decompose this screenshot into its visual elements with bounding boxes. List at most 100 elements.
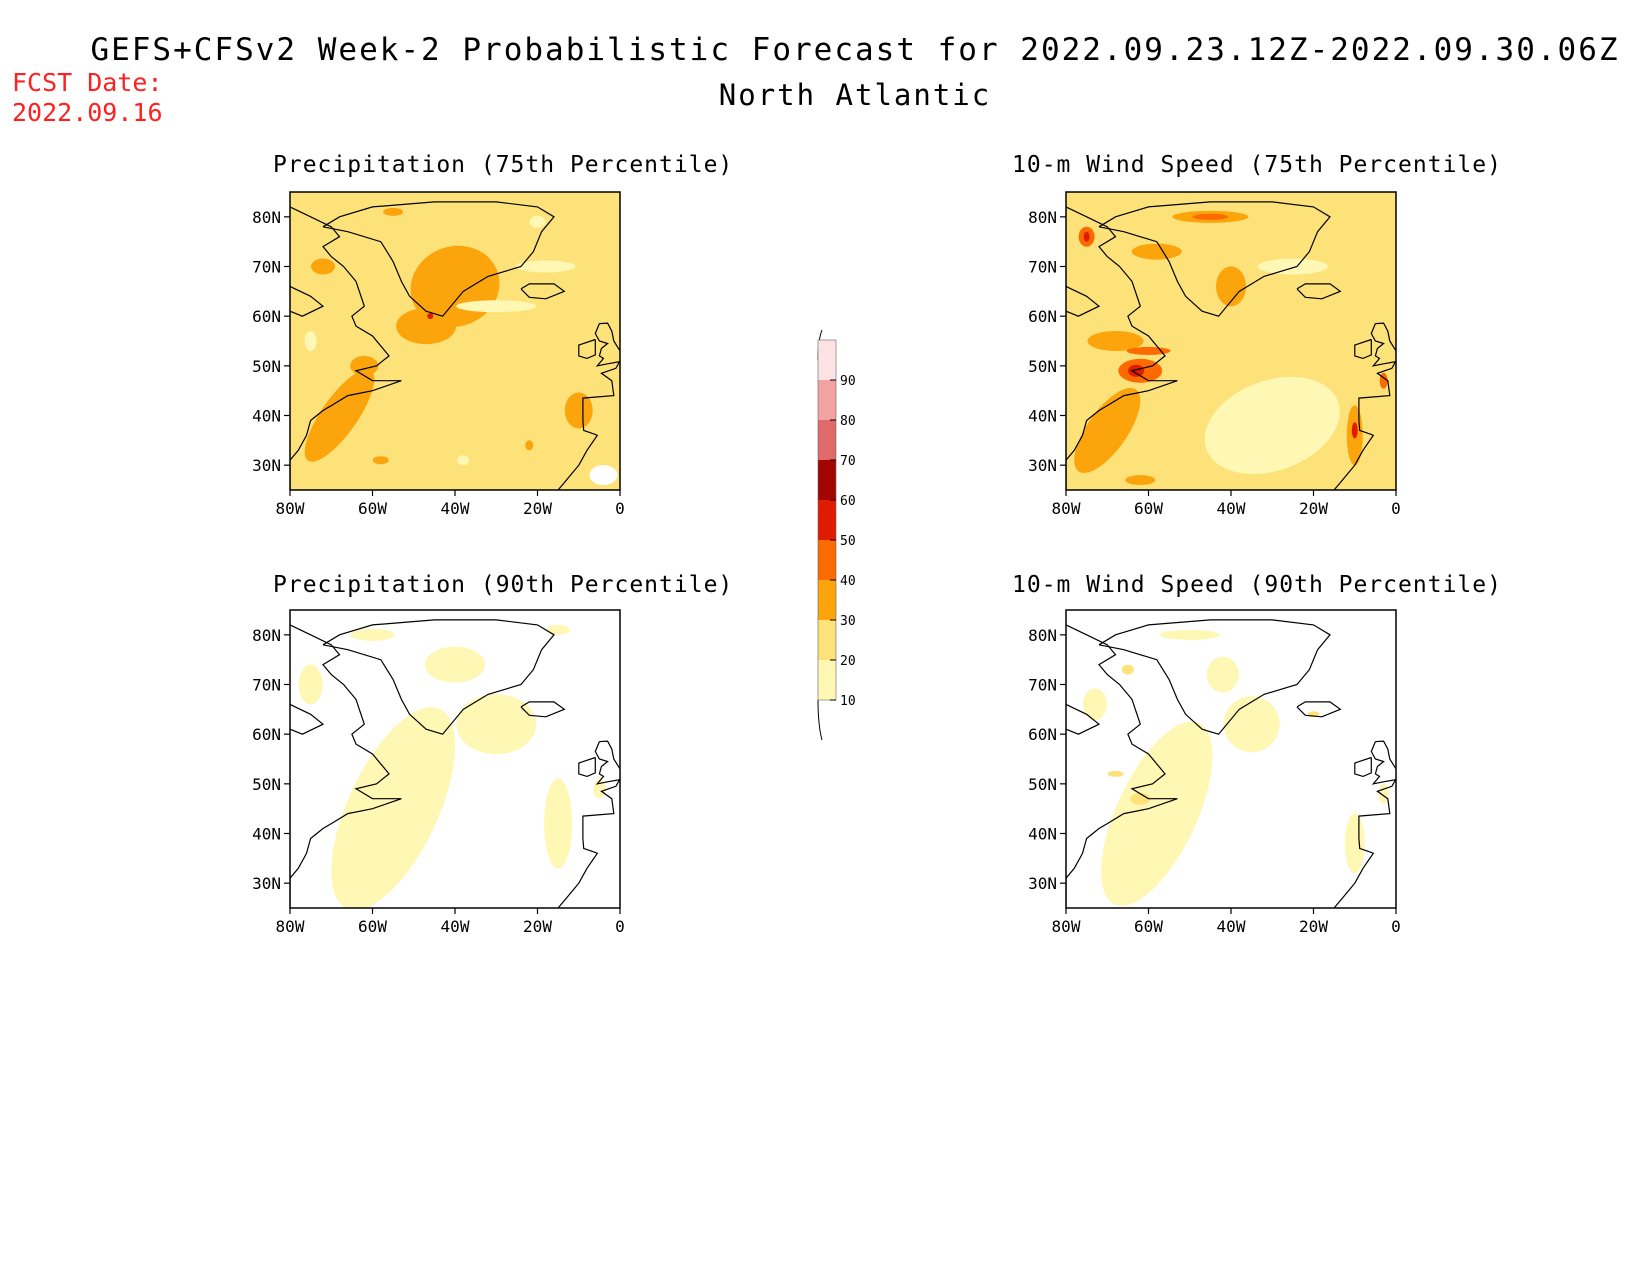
colorbar-level-label: 50 <box>840 534 856 549</box>
x-tick-label: 60W <box>358 499 387 518</box>
coastline-north-america <box>290 624 402 908</box>
y-tick-label: 30N <box>1028 874 1057 893</box>
coastline-great-britain <box>594 322 620 367</box>
shaded-area <box>546 624 571 635</box>
colorbar-level-label: 20 <box>840 654 856 669</box>
shaded-area <box>544 778 573 869</box>
coastline-ireland <box>1354 338 1372 360</box>
shaded-area <box>383 207 404 216</box>
shaded-area <box>457 455 470 466</box>
coastline-baffin <box>290 285 325 317</box>
shaded-area <box>1131 243 1182 260</box>
x-tick-label: 80W <box>276 917 305 936</box>
shaded-area <box>1101 721 1213 906</box>
shaded-area <box>372 456 389 465</box>
coastline-europe <box>1333 778 1396 908</box>
x-tick-label: 20W <box>1299 917 1328 936</box>
shaded-area <box>427 313 434 320</box>
y-tick-label: 50N <box>252 775 281 794</box>
y-tick-label: 70N <box>1028 258 1057 277</box>
map-background <box>290 192 620 490</box>
panel-title-wind-75: 10-m Wind Speed (75th Percentile) <box>1012 152 1502 178</box>
map-shading <box>290 610 620 908</box>
y-tick-label: 70N <box>252 258 281 277</box>
shaded-area <box>1083 231 1090 242</box>
coastline-north-america <box>290 206 402 490</box>
y-tick-label: 60N <box>252 725 281 744</box>
y-tick-label: 30N <box>252 456 281 475</box>
shaded-area <box>447 245 463 258</box>
shaded-area <box>1130 792 1151 805</box>
coastline-great-britain <box>1370 322 1396 367</box>
map-shading <box>1066 610 1396 908</box>
coastline-europe <box>557 360 620 490</box>
colorbar-segment <box>818 620 836 660</box>
shaded-area <box>311 258 335 275</box>
shaded-area <box>1074 387 1141 473</box>
panel-title-precip-90: Precipitation (90th Percentile) <box>273 572 734 598</box>
shaded-area <box>1288 296 1339 317</box>
shaded-area <box>564 392 593 429</box>
y-tick-label: 30N <box>1028 456 1057 475</box>
x-tick-label: 40W <box>1217 499 1246 518</box>
x-tick-label: 80W <box>276 499 305 518</box>
shaded-area <box>593 778 606 799</box>
y-tick-label: 80N <box>1028 626 1057 645</box>
x-tick-label: 20W <box>523 499 552 518</box>
y-tick-label: 80N <box>252 208 281 227</box>
x-tick-label: 0 <box>615 917 625 936</box>
shaded-area <box>1344 813 1365 874</box>
colorbar-bottom-tail <box>817 699 823 741</box>
shaded-area <box>1223 696 1280 753</box>
x-tick-label: 0 <box>1391 917 1401 936</box>
coastline-ireland <box>1354 756 1372 778</box>
coastline-baffin <box>1066 703 1101 735</box>
coastline-baffin <box>1066 285 1101 317</box>
coastline-europe <box>1333 360 1396 490</box>
shaded-area <box>396 308 457 345</box>
coastline-north-america <box>1066 624 1178 908</box>
colorbar-level-label: 90 <box>840 374 856 389</box>
coastline-great-britain <box>594 740 620 785</box>
colorbar-segment <box>818 580 836 620</box>
x-tick-label: 60W <box>1134 499 1163 518</box>
shaded-area <box>1107 770 1124 777</box>
map-wind-75: 80W 60W 40W 20W 0 30N 40N 50N 60N 70N 80N <box>1028 191 1401 518</box>
x-tick-label: 60W <box>358 917 387 936</box>
x-tick-label: 40W <box>441 499 470 518</box>
colorbar-level-label: 40 <box>840 574 856 589</box>
map-shading <box>290 192 620 490</box>
map-precip-90: 80W 60W 40W 20W 0 30N 40N 50N 60N 70N 80N <box>252 609 625 936</box>
panel-title-wind-90: 10-m Wind Speed (90th Percentile) <box>1012 572 1502 598</box>
x-tick-label: 0 <box>1391 499 1401 518</box>
main-title: GEFS+CFSv2 Week-2 Probabilistic Forecast… <box>90 32 1620 68</box>
shaded-area <box>1087 331 1144 351</box>
coastline-greenland <box>1098 201 1331 317</box>
coastline-baffin <box>290 703 325 735</box>
x-tick-label: 60W <box>1134 917 1163 936</box>
y-tick-label: 40N <box>252 407 281 426</box>
y-tick-label: 70N <box>1028 676 1057 695</box>
y-tick-label: 60N <box>1028 307 1057 326</box>
shaded-area <box>304 331 317 351</box>
x-tick-label: 80W <box>1052 499 1081 518</box>
y-tick-label: 40N <box>1028 825 1057 844</box>
y-tick-label: 60N <box>252 307 281 326</box>
shaded-area <box>1159 629 1220 640</box>
colorbar-segment <box>818 540 836 580</box>
shaded-area <box>1206 656 1239 693</box>
shaded-area <box>1125 475 1156 486</box>
shaded-area <box>1216 266 1246 307</box>
colorbar-segment <box>818 500 836 540</box>
coastline-greenland <box>322 201 555 317</box>
forecast-date-value: 2022.09.16 <box>12 98 163 127</box>
x-tick-label: 20W <box>523 917 552 936</box>
y-tick-label: 30N <box>252 874 281 893</box>
shaded-area <box>298 664 323 705</box>
shaded-area <box>515 260 576 273</box>
coastline-iceland <box>1296 701 1342 718</box>
coastline-iceland <box>1296 283 1342 300</box>
coastline-iceland <box>520 701 566 718</box>
shaded-area <box>1204 376 1340 475</box>
colorbar-legend: 10 20 30 40 50 60 70 80 90 <box>817 329 856 741</box>
